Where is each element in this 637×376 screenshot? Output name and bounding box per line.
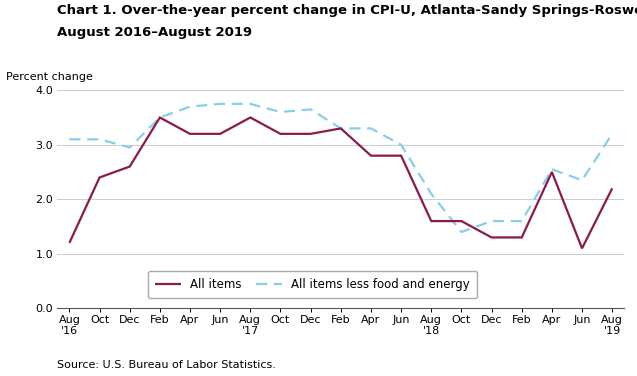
Legend: All items, All items less food and energy: All items, All items less food and energ… [148, 271, 477, 298]
All items [367, 153, 375, 158]
All items [217, 132, 224, 136]
All items less food and energy [186, 104, 194, 109]
All items less food and energy [457, 230, 465, 234]
All items [156, 115, 164, 120]
All items less food and energy [608, 132, 616, 136]
All items [186, 132, 194, 136]
All items [608, 186, 616, 191]
All items less food and energy [96, 137, 103, 141]
All items less food and energy [276, 110, 284, 114]
All items less food and energy [488, 219, 496, 223]
All items less food and energy [367, 126, 375, 131]
All items [488, 235, 496, 240]
All items [548, 170, 555, 174]
All items [96, 175, 103, 180]
All items [247, 115, 254, 120]
All items [126, 164, 134, 169]
Line: All items less food and energy: All items less food and energy [69, 104, 612, 232]
All items [427, 219, 435, 223]
All items [337, 126, 345, 131]
All items [518, 235, 526, 240]
All items less food and energy [337, 126, 345, 131]
All items [457, 219, 465, 223]
All items less food and energy [247, 102, 254, 106]
Text: Chart 1. Over-the-year percent change in CPI-U, Atlanta-Sandy Springs-Roswell, G: Chart 1. Over-the-year percent change in… [57, 4, 637, 17]
All items less food and energy [518, 219, 526, 223]
All items less food and energy [126, 145, 134, 150]
All items less food and energy [548, 167, 555, 171]
All items less food and energy [156, 115, 164, 120]
All items [578, 246, 586, 251]
All items less food and energy [578, 178, 586, 182]
All items less food and energy [217, 102, 224, 106]
All items [397, 153, 405, 158]
All items less food and energy [66, 137, 73, 141]
All items [276, 132, 284, 136]
Text: Percent change: Percent change [6, 71, 93, 82]
All items [307, 132, 315, 136]
All items less food and energy [307, 107, 315, 112]
All items [66, 241, 73, 245]
All items less food and energy [427, 192, 435, 196]
Text: August 2016–August 2019: August 2016–August 2019 [57, 26, 252, 39]
Text: Source: U.S. Bureau of Labor Statistics.: Source: U.S. Bureau of Labor Statistics. [57, 360, 276, 370]
All items less food and energy [397, 143, 405, 147]
Line: All items: All items [69, 117, 612, 249]
